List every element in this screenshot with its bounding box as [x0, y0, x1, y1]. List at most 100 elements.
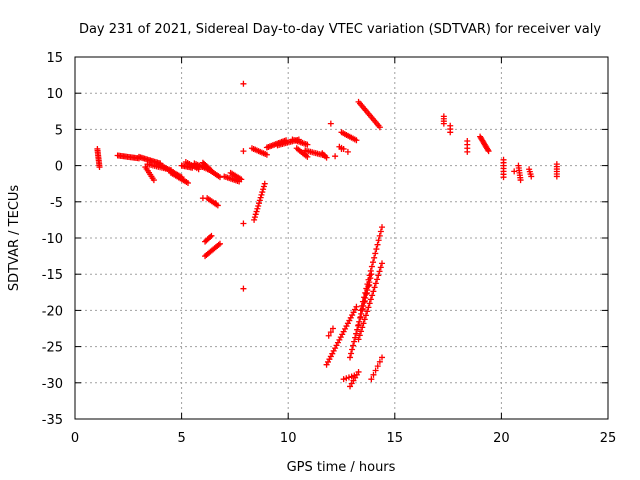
data-point: [373, 246, 380, 253]
data-point: [349, 346, 356, 353]
data-point: [485, 148, 492, 155]
data-point: [184, 179, 191, 186]
y-tick-label: 15: [46, 51, 63, 66]
x-tick-label: 25: [600, 431, 617, 446]
data-point: [353, 303, 360, 310]
data-point: [371, 254, 378, 261]
data-point: [240, 220, 247, 227]
data-point: [208, 232, 215, 239]
data-point: [369, 292, 376, 299]
data-point: [440, 120, 447, 127]
data-point: [366, 282, 373, 289]
data-point: [528, 173, 535, 180]
data-point: [511, 168, 518, 175]
data-point: [362, 312, 369, 319]
data-point: [379, 224, 386, 231]
data-point: [377, 264, 384, 271]
y-tick-label: -10: [42, 232, 63, 247]
data-point: [240, 148, 247, 155]
data-point: [353, 137, 360, 144]
data-point: [376, 124, 383, 131]
data-point: [344, 148, 351, 155]
data-point: [254, 205, 261, 212]
data-point: [216, 240, 223, 247]
data-point: [304, 153, 311, 160]
x-tick-label: 20: [493, 431, 510, 446]
data-point: [251, 216, 258, 223]
data-point: [374, 276, 381, 283]
data-point: [238, 176, 245, 183]
data-point: [351, 372, 358, 379]
data-point: [353, 330, 360, 337]
data-point: [364, 308, 371, 315]
data-point: [370, 371, 377, 378]
data-point: [327, 329, 334, 336]
data-point: [255, 202, 262, 209]
data-point: [327, 120, 334, 127]
y-tick-label: -20: [42, 304, 63, 319]
data-point: [343, 375, 350, 382]
data-point: [363, 291, 370, 298]
data-point: [374, 363, 381, 370]
data-point: [372, 367, 379, 374]
data-point: [345, 374, 352, 381]
data-point: [366, 300, 373, 307]
data-point: [207, 233, 214, 240]
data-point: [260, 183, 267, 190]
data-point: [464, 148, 471, 155]
data-point: [199, 195, 206, 202]
x-axis-label: GPS time / hours: [287, 460, 396, 475]
data-point: [304, 141, 311, 148]
data-point: [368, 263, 375, 270]
data-point: [357, 313, 364, 320]
data-point: [360, 320, 367, 327]
data-point: [329, 325, 336, 332]
data-point: [366, 272, 373, 279]
y-tick-label: -30: [42, 377, 63, 392]
data-point: [338, 145, 345, 152]
data-point: [261, 180, 268, 187]
data-point: [376, 232, 383, 239]
data-point: [253, 208, 260, 215]
y-tick-label: -5: [50, 196, 63, 211]
chart-title: Day 231 of 2021, Sidereal Day-to-day VTE…: [79, 22, 601, 37]
data-point: [368, 376, 375, 383]
y-tick-label: -25: [42, 341, 63, 356]
data-point: [359, 305, 366, 312]
x-tick-label: 15: [387, 431, 404, 446]
data-point: [323, 154, 330, 161]
data-point: [500, 174, 507, 181]
data-point: [355, 368, 362, 375]
data-point: [325, 332, 332, 339]
data-point: [351, 338, 358, 345]
data-point: [447, 129, 454, 136]
data-point: [374, 241, 381, 248]
data-point: [365, 304, 372, 311]
data-point: [348, 373, 355, 380]
y-axis-label: SDTVAR / TECUs: [7, 185, 22, 292]
data-point: [348, 350, 355, 357]
data-point: [372, 280, 379, 287]
data-point: [347, 354, 354, 361]
data-point: [256, 200, 263, 207]
data-point: [361, 316, 368, 323]
plot-frame: [74, 56, 609, 420]
data-point: [240, 80, 247, 87]
data-point: [240, 285, 247, 292]
data-point: [251, 214, 258, 221]
data-point: [375, 272, 382, 279]
data-point: [96, 164, 103, 171]
data-point: [364, 290, 371, 297]
data-point: [356, 332, 363, 339]
data-point: [263, 151, 270, 158]
data-point: [358, 328, 365, 335]
data-point: [361, 294, 368, 301]
data-point: [377, 228, 384, 235]
y-tick-label: 10: [46, 87, 63, 102]
data-point: [359, 324, 366, 331]
x-tick-label: 5: [177, 431, 185, 446]
data-point: [361, 297, 368, 304]
y-tick-label: -15: [42, 268, 63, 283]
y-tick-label: -35: [42, 413, 63, 428]
data-point: [365, 276, 372, 283]
